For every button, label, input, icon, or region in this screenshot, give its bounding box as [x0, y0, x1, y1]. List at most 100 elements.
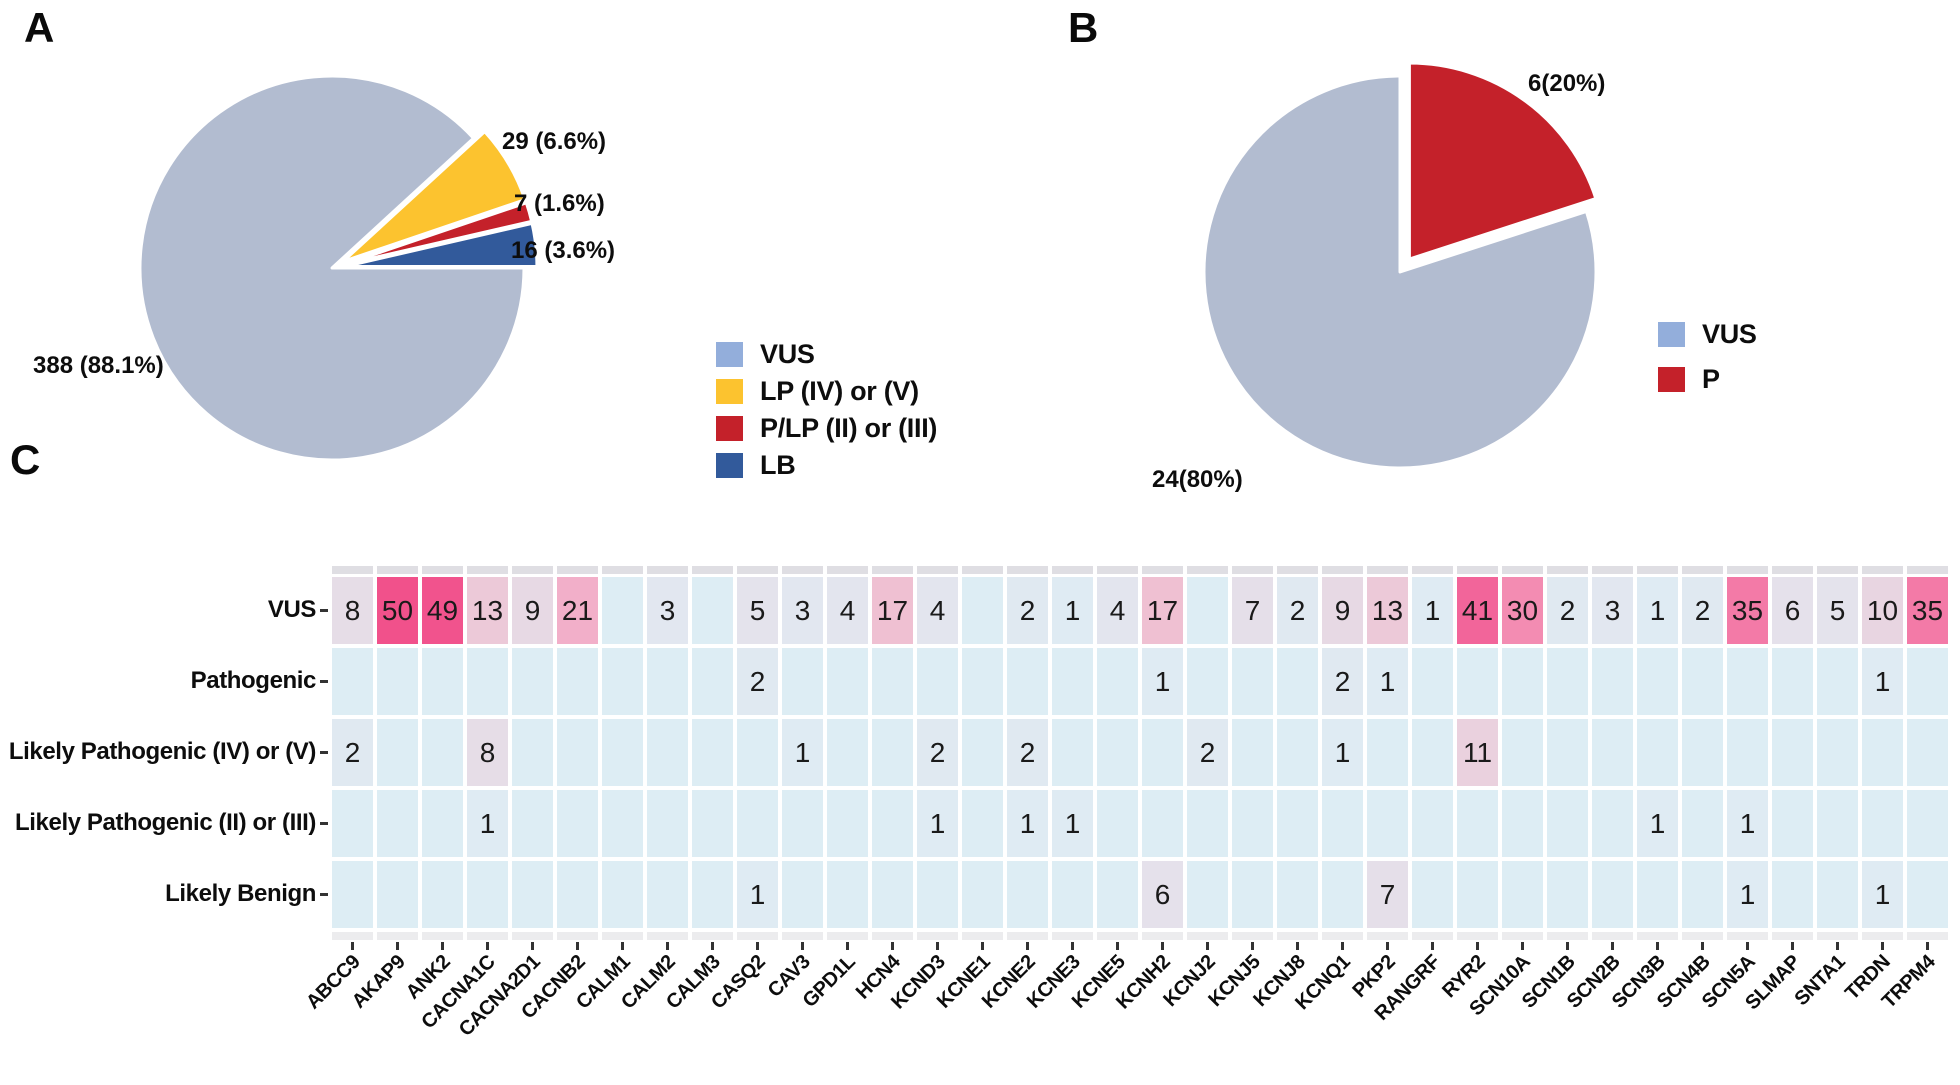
heatmap-cell: [1232, 790, 1273, 857]
heatmap-cell: [557, 648, 598, 715]
legend-swatch-icon: [716, 379, 743, 404]
heatmap-bottom-edge-cell: [512, 932, 553, 940]
heatmap-top-edge-cell: [692, 566, 733, 574]
pie-a-label-lb: 16 (3.6%): [511, 237, 616, 264]
heatmap-cell: [1547, 790, 1588, 857]
heatmap-cell: 1: [1052, 790, 1093, 857]
heatmap-cell: [1502, 719, 1543, 786]
heatmap-cell: 3: [782, 577, 823, 644]
heatmap-cell: [1232, 648, 1273, 715]
heatmap-row-tick: [320, 751, 328, 754]
legend-swatch-icon: [716, 342, 743, 367]
heatmap-top-edge-cell: [332, 566, 373, 574]
heatmap-bottom-edge-cell: [377, 932, 418, 940]
heatmap-cell: 1: [1862, 861, 1903, 928]
heatmap-cell: 1: [1727, 790, 1768, 857]
legend-item-label: P: [1702, 364, 1720, 394]
heatmap-bottom-edge-cell: [1277, 932, 1318, 940]
heatmap-cell: [602, 577, 643, 644]
heatmap-bottom-edge-cell: [1007, 932, 1048, 940]
heatmap-cell: 8: [332, 577, 373, 644]
panel-b-label: B: [1068, 4, 1099, 51]
heatmap-cell: [1682, 648, 1723, 715]
heatmap-cell: [1367, 790, 1408, 857]
heatmap-bottom-edge-cell: [782, 932, 823, 940]
heatmap-cell: [1277, 861, 1318, 928]
heatmap-cell: [1907, 861, 1948, 928]
heatmap-cell: 30: [1502, 577, 1543, 644]
heatmap-cell: [1637, 648, 1678, 715]
heatmap-cell: [1592, 719, 1633, 786]
heatmap-cell: [467, 861, 508, 928]
heatmap-cell: [962, 719, 1003, 786]
heatmap-col-tick: [351, 942, 354, 950]
heatmap-cell: 1: [467, 790, 508, 857]
heatmap-cell: [422, 648, 463, 715]
heatmap-col-tick: [1836, 942, 1839, 950]
heatmap-cell: 49: [422, 577, 463, 644]
heatmap-cell: [872, 790, 913, 857]
heatmap-top-edge-cell: [1862, 566, 1903, 574]
heatmap-cell: [1052, 719, 1093, 786]
heatmap-cell: 1: [1322, 719, 1363, 786]
heatmap-top-edge-cell: [602, 566, 643, 574]
heatmap-cell: [782, 861, 823, 928]
heatmap-bottom-edge-cell: [1592, 932, 1633, 940]
heatmap-cell: [1277, 719, 1318, 786]
heatmap-cell: [332, 648, 373, 715]
heatmap-cell: [1322, 790, 1363, 857]
heatmap-cell: [872, 648, 913, 715]
heatmap-bottom-edge-cell: [1502, 932, 1543, 940]
heatmap-top-edge-cell: [1457, 566, 1498, 574]
heatmap-top-edge-cell: [1097, 566, 1138, 574]
heatmap-top-edge-cell: [872, 566, 913, 574]
heatmap-top-edge-cell: [917, 566, 958, 574]
heatmap-cell: [1592, 790, 1633, 857]
heatmap-col-tick: [1431, 942, 1434, 950]
heatmap-cell: 3: [1592, 577, 1633, 644]
heatmap-cell: 2: [1682, 577, 1723, 644]
heatmap-cell: [1502, 790, 1543, 857]
heatmap-row-label-pathogenic: Pathogenic: [190, 666, 317, 694]
pie-a-legend-item-vus: VUS: [716, 336, 937, 373]
pie-b-slice-vus: [1202, 74, 1598, 470]
heatmap-cell: [1907, 790, 1948, 857]
heatmap-cell: [602, 719, 643, 786]
heatmap-cell: 5: [737, 577, 778, 644]
heatmap-cell: [692, 719, 733, 786]
heatmap-bottom-edge-cell: [602, 932, 643, 940]
heatmap-bottom-edge-cell: [1547, 932, 1588, 940]
heatmap-cell: [1637, 719, 1678, 786]
heatmap-cell: 35: [1907, 577, 1948, 644]
heatmap-row-tick: [320, 822, 328, 825]
heatmap-cell: [1817, 719, 1858, 786]
heatmap-cell: [1772, 861, 1813, 928]
heatmap-col-tick: [1161, 942, 1164, 950]
heatmap-col-tick: [1296, 942, 1299, 950]
pie-b-slice-p: [1407, 61, 1598, 261]
heatmap-cell: [1772, 790, 1813, 857]
heatmap-bottom-edge-cell: [1457, 932, 1498, 940]
heatmap-top-edge-cell: [1817, 566, 1858, 574]
heatmap-cell: [422, 719, 463, 786]
heatmap-top-edge-cell: [557, 566, 598, 574]
heatmap-bottom-edge-cell: [1637, 932, 1678, 940]
legend-swatch-icon: [1658, 322, 1685, 347]
heatmap-row-tick: [320, 893, 328, 896]
heatmap-cell: [602, 790, 643, 857]
heatmap-top-edge-cell: [1682, 566, 1723, 574]
heatmap-cell: [647, 719, 688, 786]
heatmap-cell: 1: [1007, 790, 1048, 857]
heatmap-cell: [1457, 861, 1498, 928]
heatmap-cell: 1: [917, 790, 958, 857]
heatmap-cell: [692, 861, 733, 928]
heatmap-row-label-likely-pathogenic-iv-or-v-: Likely Pathogenic (IV) or (V): [8, 737, 317, 765]
heatmap-cell: 17: [872, 577, 913, 644]
heatmap-cell: [827, 861, 868, 928]
heatmap-bottom-edge-cell: [1052, 932, 1093, 940]
pie-a-slice-p-lp-ii-or-iii-: [343, 201, 534, 266]
heatmap-cell: [1547, 648, 1588, 715]
heatmap-row-label-likely-pathogenic-ii-or-iii-: Likely Pathogenic (II) or (III): [15, 808, 316, 836]
heatmap-col-tick: [1926, 942, 1929, 950]
heatmap-cell: [692, 648, 733, 715]
